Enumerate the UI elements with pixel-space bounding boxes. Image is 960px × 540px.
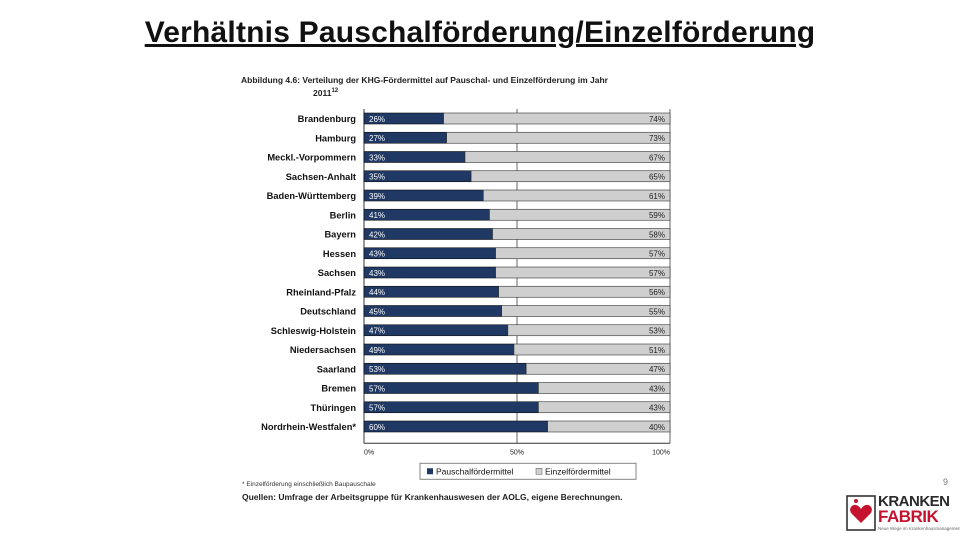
category-label: Sachsen bbox=[318, 268, 357, 278]
category-label: Brandenburg bbox=[298, 114, 357, 124]
category-label: Schleswig-Holstein bbox=[271, 326, 357, 336]
x-tick-label: 50% bbox=[510, 449, 524, 456]
data-label-einzel: 55% bbox=[649, 307, 665, 316]
bar-einzel bbox=[495, 247, 671, 260]
data-label-einzel: 57% bbox=[649, 250, 665, 259]
figure-caption-line1: Abbildung 4.6: Verteilung der KHG-Förder… bbox=[241, 75, 608, 85]
bar-einzel bbox=[501, 305, 671, 317]
data-label-einzel: 43% bbox=[649, 404, 665, 413]
category-label: Nordrhein-Westfalen* bbox=[261, 422, 356, 432]
data-label-einzel: 74% bbox=[649, 115, 665, 124]
data-label-pauschal: 42% bbox=[369, 230, 385, 239]
logo-heart-icon bbox=[846, 495, 876, 531]
data-label-einzel: 53% bbox=[649, 327, 665, 336]
category-label: Hessen bbox=[323, 249, 356, 259]
data-label-pauschal: 47% bbox=[369, 327, 385, 336]
x-tick-label: 100% bbox=[652, 449, 670, 456]
bar-pauschal bbox=[363, 382, 539, 394]
company-logo: KRANKEN FABRIK Neue Wege im Krankenhausm… bbox=[846, 493, 960, 535]
data-label-pauschal: 60% bbox=[369, 423, 385, 432]
data-label-pauschal: 33% bbox=[369, 153, 385, 162]
bar-pauschal bbox=[363, 420, 548, 433]
data-label-pauschal: 35% bbox=[369, 173, 385, 182]
stacked-bar-chart: Brandenburg 26% 74% Hamburg 27% 73% Meckl.-Vor… bbox=[261, 109, 671, 480]
data-label-pauschal: 57% bbox=[369, 404, 385, 413]
bar-einzel bbox=[489, 208, 671, 221]
bar-einzel bbox=[446, 131, 671, 144]
bar-einzel bbox=[483, 189, 671, 202]
figure-caption-sup: 12 bbox=[331, 88, 339, 94]
bar-einzel bbox=[507, 324, 671, 337]
category-label: Hamburg bbox=[315, 133, 356, 143]
category-label: Berlin bbox=[330, 210, 357, 220]
bar-einzel bbox=[492, 228, 671, 240]
bar-einzel bbox=[538, 401, 671, 414]
bar-einzel bbox=[498, 285, 671, 298]
data-label-pauschal: 53% bbox=[369, 365, 385, 374]
category-label: Baden-Württemberg bbox=[267, 191, 357, 201]
category-label: Deutschland bbox=[300, 307, 356, 317]
figure-source: Quellen: Umfrage der Arbeitsgruppe für K… bbox=[242, 492, 623, 502]
figure-caption-line2: 2011 bbox=[313, 87, 332, 98]
data-label-einzel: 43% bbox=[649, 384, 665, 393]
figure-footnote: * Einzelförderung einschließlich Baupaus… bbox=[242, 481, 376, 488]
category-label: Saarland bbox=[317, 364, 357, 374]
bar-einzel bbox=[513, 343, 671, 356]
data-label-einzel: 58% bbox=[649, 230, 665, 239]
logo-text-kranken: KRANKEN bbox=[878, 493, 950, 510]
category-label: Thüringen bbox=[311, 403, 357, 413]
data-label-pauschal: 39% bbox=[369, 192, 385, 201]
data-label-pauschal: 27% bbox=[369, 134, 385, 143]
bar-pauschal bbox=[363, 401, 539, 414]
legend-label-pauschal: Pauschalfördermittel bbox=[436, 466, 514, 476]
legend-swatch-pauschal bbox=[427, 468, 433, 475]
data-label-einzel: 59% bbox=[649, 211, 665, 220]
category-label: Niedersachsen bbox=[290, 345, 356, 355]
data-label-einzel: 47% bbox=[649, 365, 665, 374]
category-label: Meckl.-Vorpommern bbox=[267, 153, 356, 163]
data-label-einzel: 65% bbox=[649, 173, 665, 182]
bar-einzel bbox=[525, 362, 671, 375]
bar-einzel bbox=[495, 266, 671, 279]
data-label-pauschal: 41% bbox=[369, 211, 385, 220]
data-label-einzel: 57% bbox=[649, 269, 665, 278]
slide-title: Verhältnis Pauschalförderung/Einzelförde… bbox=[144, 16, 816, 49]
bar-einzel bbox=[470, 170, 671, 183]
bar-einzel bbox=[538, 382, 671, 394]
category-label: Sachsen-Anhalt bbox=[286, 172, 356, 182]
data-label-pauschal: 43% bbox=[369, 250, 385, 259]
data-label-einzel: 51% bbox=[649, 346, 665, 355]
category-label: Bremen bbox=[321, 384, 356, 394]
legend-label-einzel: Einzelfördermittel bbox=[545, 466, 611, 476]
logo-text-fabrik: FABRIK bbox=[878, 507, 939, 526]
data-label-pauschal: 26% bbox=[369, 115, 385, 124]
category-label: Bayern bbox=[324, 230, 356, 240]
data-label-einzel: 40% bbox=[649, 423, 665, 432]
data-label-pauschal: 43% bbox=[369, 269, 385, 278]
page-number: 9 bbox=[943, 477, 949, 487]
category-label: Rheinland-Pfalz bbox=[286, 287, 356, 297]
legend-swatch-einzel bbox=[535, 468, 543, 475]
bar-einzel bbox=[464, 151, 671, 163]
data-label-pauschal: 44% bbox=[369, 288, 385, 297]
data-label-einzel: 73% bbox=[649, 134, 665, 143]
data-label-pauschal: 49% bbox=[369, 346, 385, 355]
x-tick-label: 0% bbox=[364, 449, 374, 456]
data-label-pauschal: 57% bbox=[369, 384, 385, 393]
data-label-einzel: 67% bbox=[649, 153, 665, 162]
bar-pauschal bbox=[363, 324, 509, 337]
legend-box bbox=[419, 462, 637, 480]
bar-pauschal bbox=[363, 362, 527, 375]
logo-tagline: Neue Wege im Krankenhausmanagement bbox=[878, 526, 960, 531]
bar-pauschal bbox=[363, 343, 515, 356]
data-label-einzel: 56% bbox=[649, 288, 665, 297]
bar-einzel bbox=[547, 420, 671, 433]
figure-caption: Abbildung 4.6: Verteilung der KHG-Förder… bbox=[241, 75, 681, 99]
data-label-einzel: 61% bbox=[649, 192, 665, 201]
bar-einzel bbox=[443, 112, 671, 125]
data-label-pauschal: 45% bbox=[369, 307, 385, 316]
figure-frame: Abbildung 4.6: Verteilung der KHG-Förder… bbox=[233, 73, 690, 507]
